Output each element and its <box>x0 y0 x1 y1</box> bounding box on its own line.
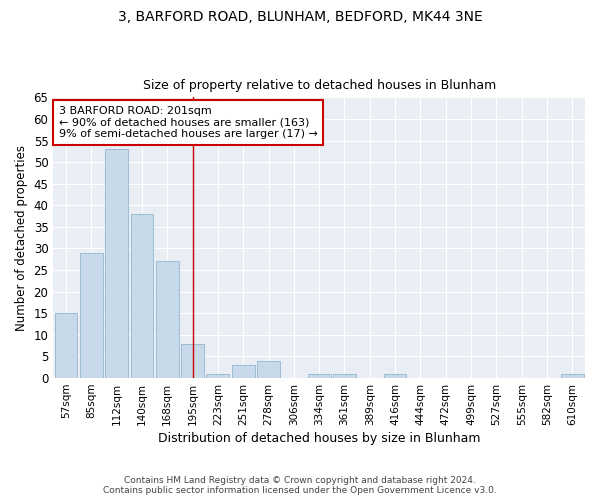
Bar <box>181 344 204 378</box>
Text: 3 BARFORD ROAD: 201sqm
← 90% of detached houses are smaller (163)
9% of semi-det: 3 BARFORD ROAD: 201sqm ← 90% of detached… <box>59 106 317 139</box>
Bar <box>257 361 280 378</box>
Title: Size of property relative to detached houses in Blunham: Size of property relative to detached ho… <box>143 79 496 92</box>
Text: Contains HM Land Registry data © Crown copyright and database right 2024.
Contai: Contains HM Land Registry data © Crown c… <box>103 476 497 495</box>
Text: 3, BARFORD ROAD, BLUNHAM, BEDFORD, MK44 3NE: 3, BARFORD ROAD, BLUNHAM, BEDFORD, MK44 … <box>118 10 482 24</box>
Bar <box>561 374 584 378</box>
Bar <box>55 314 77 378</box>
Bar <box>80 253 103 378</box>
X-axis label: Distribution of detached houses by size in Blunham: Distribution of detached houses by size … <box>158 432 481 445</box>
Bar <box>206 374 229 378</box>
Bar <box>131 214 154 378</box>
Bar <box>232 365 254 378</box>
Bar <box>156 262 179 378</box>
Bar <box>308 374 331 378</box>
Bar <box>333 374 356 378</box>
Y-axis label: Number of detached properties: Number of detached properties <box>15 144 28 330</box>
Bar <box>105 149 128 378</box>
Bar <box>384 374 406 378</box>
